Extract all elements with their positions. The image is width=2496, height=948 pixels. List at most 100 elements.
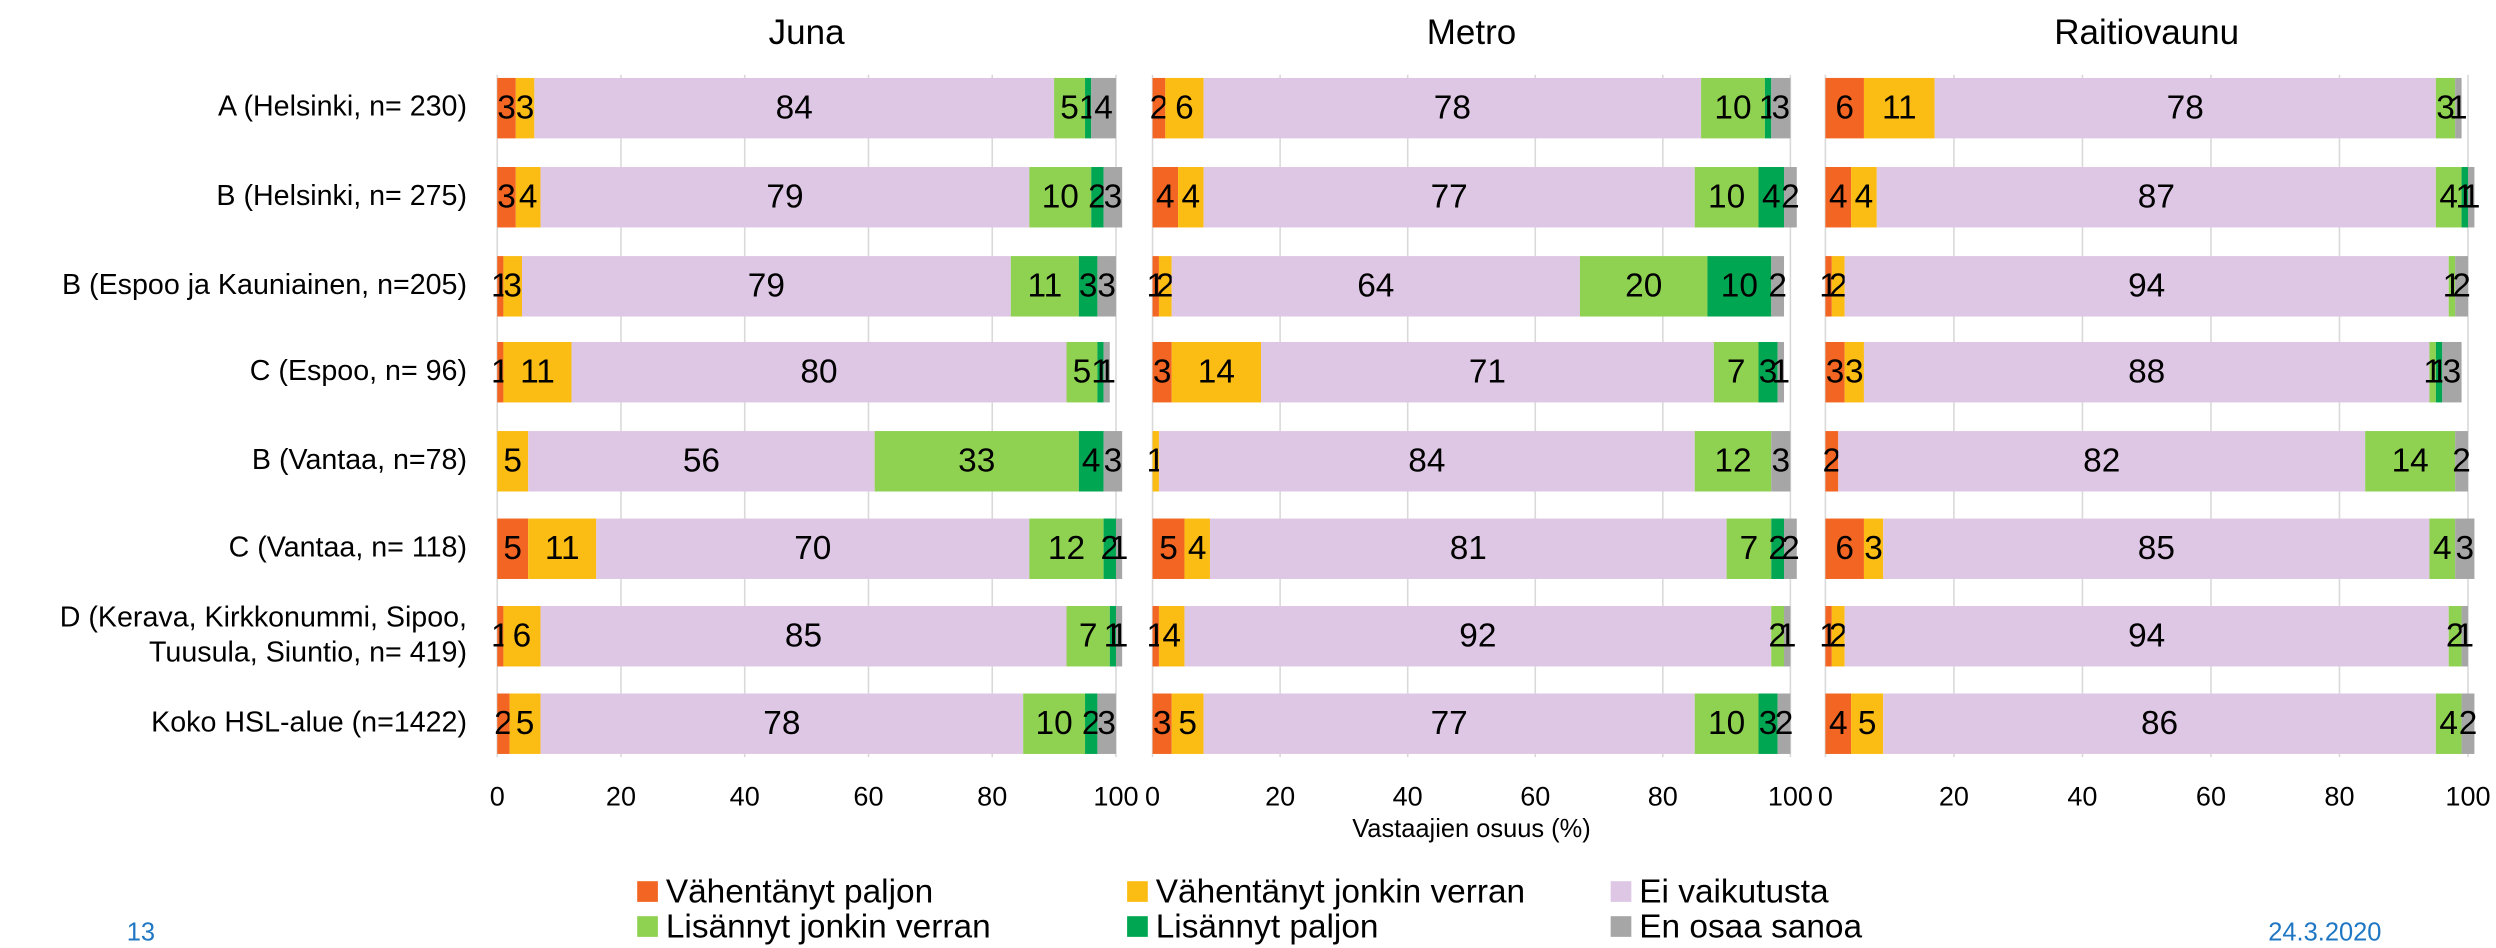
data-label: 84 xyxy=(1408,443,1445,480)
bar-segment xyxy=(1771,518,1785,579)
data-label: 10 xyxy=(1714,90,1751,127)
bar-segment xyxy=(2435,693,2462,754)
bar-segment xyxy=(540,167,1030,228)
legend-swatch xyxy=(637,916,658,937)
x-tick-label: 0 xyxy=(1818,782,1833,812)
category-label-line: Tuusula, Siuntio, n= 419) xyxy=(149,636,467,668)
bar-segment xyxy=(1694,431,1772,492)
data-label: 3 xyxy=(1104,179,1123,216)
bar-segment xyxy=(1171,341,1261,403)
bar-segment xyxy=(1883,518,2430,579)
bar-segment xyxy=(497,341,504,403)
bar-segment xyxy=(1029,167,1092,228)
data-label: 85 xyxy=(2138,530,2175,567)
bar-segment xyxy=(497,518,529,579)
bar-segment xyxy=(1838,431,2366,492)
panel-title: Raitiovaunu xyxy=(2054,13,2239,52)
data-label: 3 xyxy=(1097,268,1116,305)
data-label: 79 xyxy=(766,179,803,216)
data-label: 82 xyxy=(2083,443,2120,480)
x-tick-label: 0 xyxy=(490,782,505,812)
bar-segment xyxy=(1771,606,1785,667)
data-label: 4 xyxy=(2439,705,2458,742)
category-label: C (Espoo, n= 96) xyxy=(250,355,467,387)
bar-segment xyxy=(1934,77,2436,139)
bar-segment xyxy=(1784,167,1797,228)
data-label: 2 xyxy=(2459,705,2478,742)
bar-segment xyxy=(515,167,541,228)
legend-label: Vähentänyt paljon xyxy=(666,874,933,911)
data-label: 4 xyxy=(1188,530,1207,567)
bar-segment xyxy=(1097,341,1104,403)
bar-segment xyxy=(1066,606,1110,667)
data-label: 3 xyxy=(1097,705,1116,742)
bar-segment xyxy=(1023,693,1086,754)
x-tick-label: 60 xyxy=(2196,782,2226,812)
data-label: 12 xyxy=(1048,530,1085,567)
x-tick-label: 80 xyxy=(2324,782,2354,812)
data-label: 10 xyxy=(1708,179,1745,216)
bar-segment xyxy=(1758,167,1785,228)
bar-segment xyxy=(528,431,875,492)
data-label: 10 xyxy=(1042,179,1079,216)
bar-segment xyxy=(1165,77,1204,139)
data-label: 4 xyxy=(2433,530,2452,567)
data-label: 1 xyxy=(1772,354,1791,391)
data-label: 3 xyxy=(1845,354,1864,391)
bar-segment xyxy=(2455,77,2462,139)
data-label: 20 xyxy=(1625,268,1662,305)
data-label: 14 xyxy=(1198,354,1235,391)
data-label: 5 xyxy=(503,530,522,567)
category-label: B (Helsinki, n= 275) xyxy=(216,180,467,212)
data-label: 5 xyxy=(1073,354,1092,391)
data-label: 5 xyxy=(503,443,522,480)
x-tick-label: 60 xyxy=(1520,782,1550,812)
data-label: 4 xyxy=(1762,179,1781,216)
bar-segment xyxy=(1152,431,1159,492)
data-label: 2 xyxy=(1823,443,1842,480)
data-label: 3 xyxy=(1153,705,1172,742)
data-label: 88 xyxy=(2128,354,2165,391)
bar-segment xyxy=(1203,77,1702,139)
bar-segment xyxy=(1825,167,1852,228)
bar-segment xyxy=(1078,431,1104,492)
bar-segment xyxy=(1158,431,1695,492)
bar-segment xyxy=(1771,431,1791,492)
bar-segment xyxy=(1097,693,1116,754)
bar-segment xyxy=(1109,606,1116,667)
x-tick-label: 0 xyxy=(1145,782,1160,812)
bar-segment xyxy=(1097,256,1116,317)
data-label: 70 xyxy=(794,530,831,567)
data-label: 33 xyxy=(958,443,995,480)
bar-segment xyxy=(534,77,1055,139)
bar-segment xyxy=(1694,167,1759,228)
data-label: 3 xyxy=(516,90,535,127)
data-label: 79 xyxy=(748,268,785,305)
bar-segment xyxy=(503,341,572,403)
data-label: 3 xyxy=(2455,530,2474,567)
bar-segment xyxy=(2455,431,2468,492)
category-label: D (Kerava, Kirkkonummi, Sipoo, Tuusula, S… xyxy=(60,601,467,668)
bar-segment xyxy=(1707,256,1772,317)
bar-segment xyxy=(1085,77,1092,139)
bar-segment xyxy=(2455,256,2468,317)
data-label: 4 xyxy=(1162,618,1181,655)
legend-label: Lisännyt jonkin verran xyxy=(666,909,991,946)
bar-segment xyxy=(1152,77,1166,139)
data-label: 4 xyxy=(1082,443,1101,480)
bar-segment xyxy=(1184,518,1210,579)
bar-segment xyxy=(1771,256,1785,317)
data-label: 1 xyxy=(1110,618,1129,655)
data-label: 3 xyxy=(2436,90,2455,127)
x-tick-label: 100 xyxy=(1093,782,1138,812)
bar-segment xyxy=(1844,341,1864,403)
page-number: 13 xyxy=(127,918,155,946)
bar-segment xyxy=(503,606,541,667)
bar-segment xyxy=(1844,606,2449,667)
bar-segment xyxy=(1831,606,1845,667)
bar-segment xyxy=(1103,167,1123,228)
bar-segment xyxy=(1825,693,1852,754)
data-label: 71 xyxy=(1469,354,1506,391)
x-tick-label: 40 xyxy=(2067,782,2097,812)
x-tick-label: 80 xyxy=(1648,782,1678,812)
